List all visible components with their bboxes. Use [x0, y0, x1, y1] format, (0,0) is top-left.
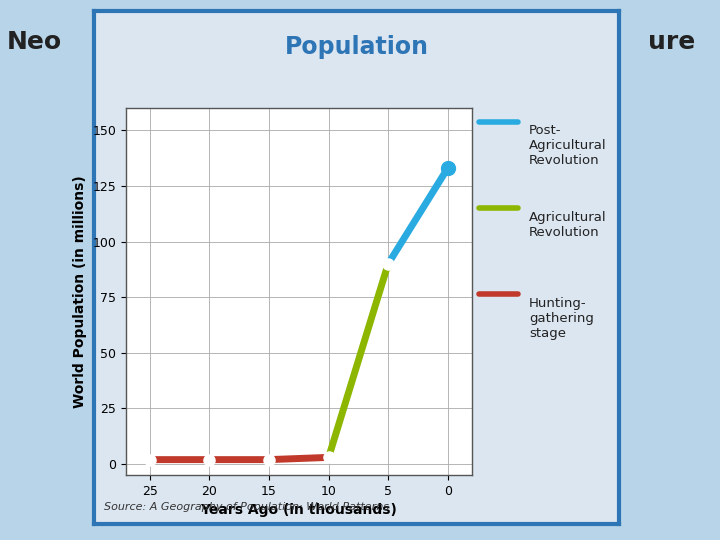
Y-axis label: World Population (in millions): World Population (in millions) [73, 175, 87, 408]
Text: Revolution: Revolution [529, 154, 600, 167]
Text: Neo: Neo [7, 30, 63, 53]
Text: Source: A Geography of Population: World Patterns: Source: A Geography of Population: World… [104, 502, 390, 512]
Text: ure: ure [648, 30, 696, 53]
Text: Agricultural: Agricultural [529, 139, 607, 152]
Text: Post-: Post- [529, 124, 562, 137]
Text: gathering: gathering [529, 312, 594, 325]
Text: stage: stage [529, 327, 566, 340]
Text: Agricultural: Agricultural [529, 211, 607, 224]
Text: Population: Population [284, 35, 428, 59]
Text: Hunting-: Hunting- [529, 297, 587, 310]
Text: Revolution: Revolution [529, 226, 600, 239]
X-axis label: Years Ago (in thousands): Years Ago (in thousands) [200, 503, 397, 517]
